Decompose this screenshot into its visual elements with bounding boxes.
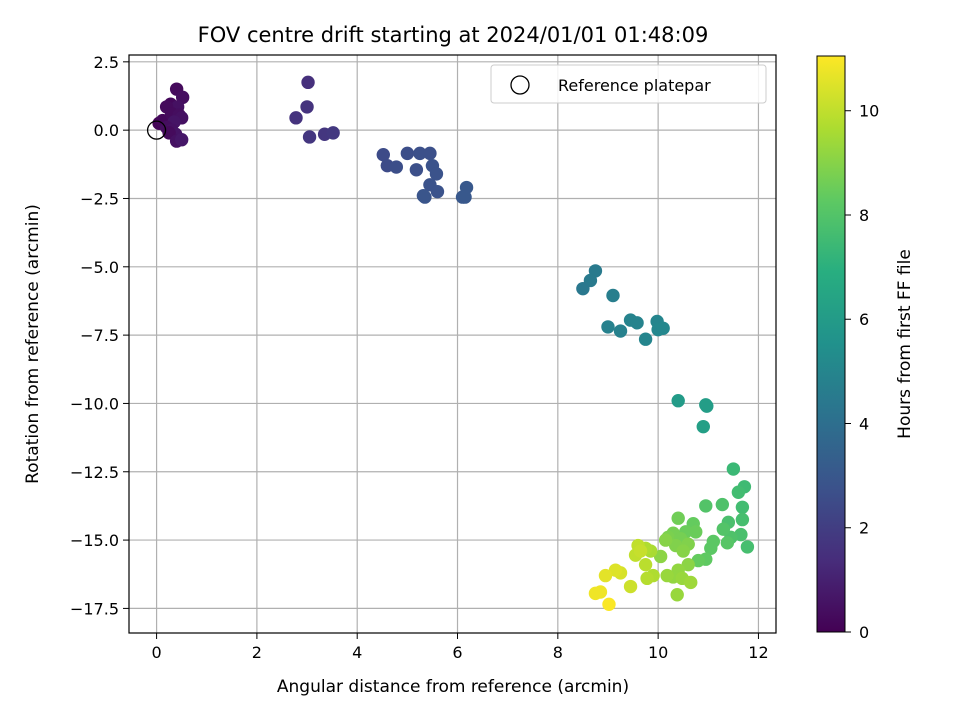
x-tick-label: 8 <box>553 643 563 662</box>
data-point <box>429 167 444 181</box>
data-point <box>706 534 721 549</box>
data-point <box>613 324 628 338</box>
y-tick-label: −15.0 <box>70 531 119 550</box>
data-point <box>630 316 644 330</box>
data-point <box>174 133 189 147</box>
chart-title: FOV centre drift starting at 2024/01/01 … <box>198 23 709 47</box>
y-tick-label: 0.0 <box>94 121 119 140</box>
data-point <box>640 571 654 586</box>
data-point <box>400 146 415 161</box>
data-point <box>606 288 620 303</box>
data-point <box>671 511 685 525</box>
data-point <box>389 160 404 174</box>
y-tick-label: 2.5 <box>94 53 119 72</box>
legend-marker-icon <box>510 75 530 95</box>
data-point <box>458 190 472 204</box>
colorbar: 0 2 4 6 8 10 Hours from first FF file <box>816 55 915 642</box>
y-tick-label: −2.5 <box>80 189 119 208</box>
data-point <box>735 512 750 527</box>
data-point <box>671 394 685 408</box>
data-points <box>152 75 755 612</box>
data-point <box>658 533 673 547</box>
data-point <box>699 499 713 513</box>
data-point <box>588 586 603 601</box>
y-tick-label: −17.5 <box>70 599 119 618</box>
data-point <box>302 130 317 144</box>
x-tick-label: 0 <box>151 643 161 662</box>
x-tick-label: 6 <box>452 643 462 662</box>
colorbar-gradient <box>816 55 846 633</box>
data-point <box>734 527 748 542</box>
y-tick-label: −7.5 <box>80 326 119 345</box>
reference-platepar-marker <box>146 120 167 140</box>
y-tick-label: −12.5 <box>70 463 119 482</box>
data-point <box>696 419 710 434</box>
grid-lines <box>129 55 776 633</box>
data-point <box>423 146 437 161</box>
x-tick-label: 2 <box>252 643 262 662</box>
data-point <box>676 544 690 558</box>
data-point <box>430 184 445 199</box>
data-point <box>289 111 303 125</box>
x-tick-label: 12 <box>748 643 768 662</box>
x-axis-ticks: 0 2 4 6 8 10 12 <box>151 633 769 662</box>
colorbar-tick-label: 4 <box>859 414 869 433</box>
data-point <box>726 462 741 476</box>
colorbar-tick-label: 8 <box>859 206 869 225</box>
data-point <box>660 568 674 583</box>
colorbar-tick-label: 6 <box>859 310 869 329</box>
data-point <box>300 100 314 114</box>
data-point <box>715 497 730 512</box>
x-tick-label: 4 <box>352 643 362 662</box>
data-point <box>700 399 714 413</box>
data-point <box>638 332 653 346</box>
data-point <box>684 575 698 590</box>
x-axis-label: Angular distance from reference (arcmin) <box>277 677 629 697</box>
x-tick-label: 10 <box>648 643 668 662</box>
data-point <box>633 544 648 558</box>
data-point <box>301 75 315 90</box>
plot-frame <box>128 54 777 634</box>
data-point <box>735 500 750 514</box>
colorbar-label: Hours from first FF file <box>895 249 915 439</box>
legend-label: Reference platepar <box>558 76 711 95</box>
data-point <box>731 485 746 499</box>
data-point <box>608 563 623 577</box>
data-point <box>416 189 431 203</box>
y-axis-label: Rotation from reference (arcmin) <box>23 204 43 484</box>
data-point <box>376 148 390 162</box>
data-point <box>720 536 735 550</box>
colorbar-tick-label: 0 <box>859 623 869 642</box>
y-tick-label: −5.0 <box>80 258 119 277</box>
data-point <box>656 321 670 335</box>
data-point <box>601 320 615 334</box>
colorbar-tick-label: 10 <box>859 102 879 121</box>
legend: Reference platepar <box>490 64 767 104</box>
data-point <box>413 146 427 161</box>
data-point <box>409 163 424 177</box>
data-point <box>638 557 653 572</box>
data-point <box>623 579 638 594</box>
legend-box <box>490 64 767 104</box>
reference-marker-layer <box>146 120 167 140</box>
data-point <box>326 126 340 140</box>
colorbar-ticks: 0 2 4 6 8 10 <box>845 102 879 642</box>
data-point <box>576 281 590 296</box>
data-point <box>689 525 703 539</box>
data-point <box>716 522 731 536</box>
data-point <box>598 568 613 583</box>
data-point <box>681 557 695 572</box>
data-point <box>691 553 705 568</box>
y-tick-label: −10.0 <box>70 394 119 413</box>
data-point <box>740 540 755 554</box>
y-axis-ticks: 2.5 0.0 −2.5 −5.0 −7.5 −10.0 −12.5 −15.0 −17.5 <box>70 53 129 618</box>
data-point <box>653 549 668 564</box>
colorbar-tick-label: 2 <box>859 519 869 538</box>
data-point <box>602 597 616 612</box>
data-point <box>670 588 684 602</box>
